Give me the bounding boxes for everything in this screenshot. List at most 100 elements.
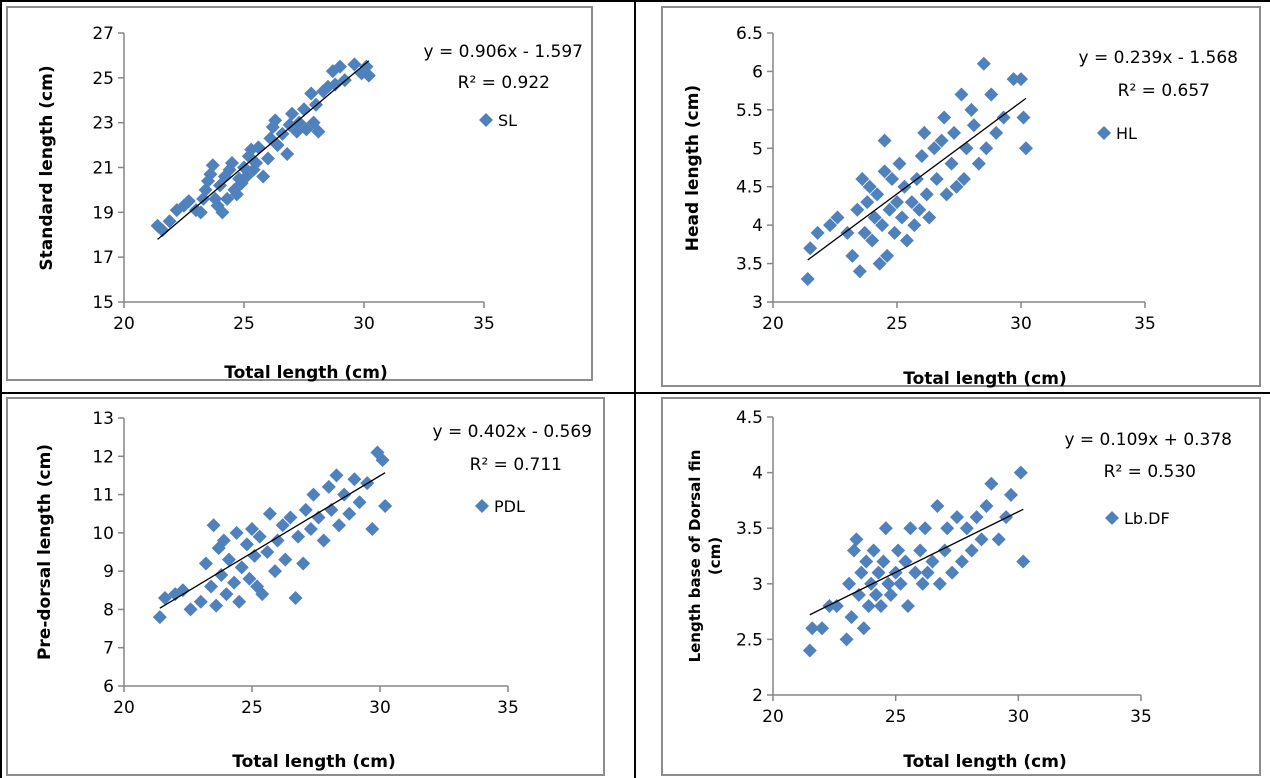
data-point (971, 156, 986, 171)
x-tick-label: 25 (885, 707, 907, 727)
data-point (333, 59, 347, 74)
data-point (912, 202, 927, 217)
data-point (856, 621, 871, 636)
data-point (851, 587, 866, 602)
data-point (883, 587, 898, 602)
y-axis-title: Length base of Dorsal fin (cm) (686, 450, 724, 663)
x-tick-label: 25 (241, 698, 263, 718)
data-point (247, 548, 262, 563)
y-tick-label: 5.5 (736, 101, 763, 121)
data-point (949, 179, 964, 194)
x-tick-label: 35 (1130, 707, 1152, 727)
data-point (810, 225, 825, 240)
y-tick-label: 4.5 (736, 178, 763, 198)
data-point (175, 583, 190, 598)
data-point (285, 106, 299, 121)
data-point (976, 56, 991, 71)
chart-area-border (6, 397, 605, 776)
data-point (270, 533, 285, 548)
data-point (871, 565, 886, 580)
data-point (245, 522, 259, 537)
data-point (252, 529, 267, 544)
data-point (803, 241, 818, 256)
data-point (894, 210, 909, 225)
data-point (282, 117, 297, 132)
chart-panel-1: 15 17 19 21 23 25 27 20 25 30 35 Total length (cm) S… (6, 6, 593, 383)
data-point (242, 571, 257, 586)
data-point (321, 479, 336, 494)
y-tick-label: 23 (92, 114, 114, 134)
data-point (839, 632, 854, 647)
data-point (229, 187, 244, 202)
data-point (844, 610, 859, 625)
chart-panel-3: 6 7 8 9 10 11 12 13 20 25 30 35 Total length (cm) Pre… (6, 397, 605, 776)
data-point (913, 543, 928, 558)
data-point (915, 576, 930, 591)
trendline-equation: y = 0.109x + 0.378 (1064, 430, 1232, 450)
data-point (306, 487, 321, 502)
legend-marker (1105, 511, 1119, 525)
y-tick-label: 8 (103, 600, 114, 620)
data-point (914, 148, 929, 163)
data-point (944, 156, 959, 171)
data-point (234, 560, 249, 575)
data-point (882, 202, 897, 217)
data-point (872, 256, 887, 271)
data-point (1016, 554, 1031, 569)
data-point (347, 57, 362, 72)
data-point (193, 594, 208, 609)
data-point (152, 610, 167, 625)
data-point (900, 599, 915, 614)
data-point (845, 248, 860, 263)
data-point (840, 225, 855, 240)
data-point (204, 579, 219, 594)
data-point (947, 125, 962, 140)
data-point (945, 565, 960, 580)
data-point (239, 537, 254, 552)
y-axis-title: Head length (cm) (683, 85, 703, 251)
data-point (361, 68, 376, 83)
x-tick-label: 20 (762, 314, 784, 334)
data-point (303, 522, 318, 537)
chart-area-border (661, 6, 1261, 387)
trendline (159, 472, 386, 609)
chart-area-border (661, 397, 1261, 776)
chart-panel-4: 2 2.5 3 3.5 4 4.5 20 25 30 35 Total length (cm) Len… (661, 397, 1261, 776)
y-tick-label: 3.5 (736, 255, 763, 275)
data-point (280, 147, 295, 162)
data-point (830, 210, 845, 225)
data-point (221, 552, 236, 567)
data-point (898, 554, 913, 569)
data-point (206, 518, 221, 533)
y-tick-label: 4 (752, 464, 763, 484)
y-tick-label: 5 (752, 139, 763, 159)
data-point (378, 499, 393, 514)
data-point (805, 621, 820, 636)
data-point (930, 498, 945, 513)
data-point (342, 506, 357, 521)
data-point (347, 472, 362, 487)
data-point (954, 87, 969, 102)
data-point (155, 223, 170, 238)
data-point (802, 643, 817, 658)
legend-label: PDL (494, 497, 525, 516)
data-point (162, 214, 177, 229)
data-point (959, 521, 974, 536)
chart-area-border (6, 6, 593, 381)
data-point (996, 110, 1011, 125)
data-point (849, 532, 864, 547)
data-point (261, 151, 275, 166)
data-point (866, 543, 881, 558)
data-point (908, 565, 923, 580)
x-tick-label: 20 (113, 314, 135, 334)
y-tick-label: 3 (752, 293, 763, 313)
data-point (893, 576, 908, 591)
x-axis-title: Total length (cm) (232, 752, 395, 772)
data-point (850, 202, 865, 217)
y-tick-label: 15 (92, 293, 114, 313)
data-point (855, 172, 870, 187)
data-point (865, 233, 880, 248)
data-point (861, 599, 876, 614)
data-point (984, 87, 999, 102)
